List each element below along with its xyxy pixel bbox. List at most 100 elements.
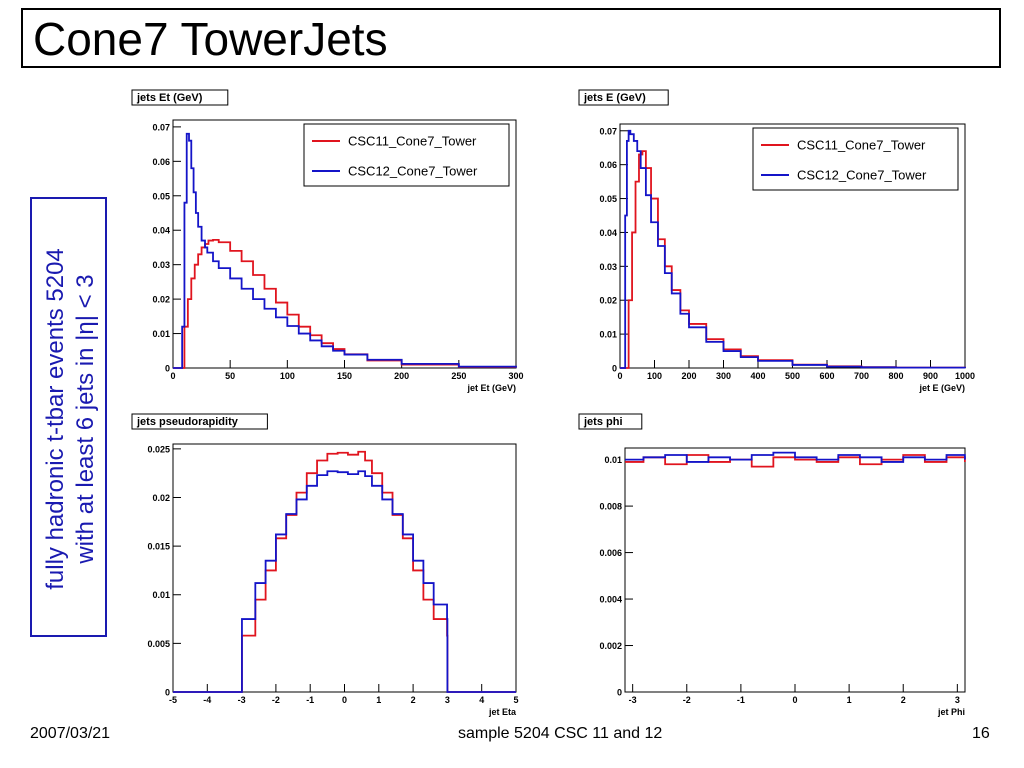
y-tick-label: 0.01 [604, 455, 622, 465]
x-tick-label: -2 [683, 695, 691, 705]
y-tick-label: 0.02 [152, 295, 170, 305]
chart-jets-et: jets Et (GeV) 0 0.01 0.02 0.03 0.04 0.05 0.06 0.… [131, 89, 524, 393]
chart-title: jets phi [583, 416, 623, 428]
y-tick-label: 0 [165, 364, 170, 374]
series-line-csc12 [173, 132, 517, 369]
x-tick-label: 300 [508, 371, 523, 381]
x-tick-label: 0 [617, 371, 622, 381]
y-tick-label: 0.005 [147, 639, 170, 649]
y-tick-label: 0.002 [599, 641, 622, 651]
legend-box [752, 127, 959, 191]
plot-frame [624, 447, 966, 693]
chart-title: jets Et (GeV) [136, 92, 203, 104]
x-tick-label: -2 [272, 695, 280, 705]
slide-title-box: Cone7 TowerJets [21, 8, 1001, 68]
x-tick-label: 250 [451, 371, 466, 381]
y-tick-label: 0.04 [599, 228, 617, 238]
x-tick-label: 1000 [955, 371, 975, 381]
x-tick-label: 0 [170, 371, 175, 381]
x-tick-label: 3 [955, 695, 960, 705]
series-line-csc12 [173, 470, 516, 693]
side-caption: fully hadronic t-tbar events 5204 with a… [32, 199, 109, 639]
x-tick-label: 5 [513, 695, 518, 705]
chart-title-box [131, 413, 268, 430]
y-tick-label: 0.025 [147, 444, 170, 454]
y-tick-label: 0.05 [599, 194, 617, 204]
x-tick-label: 2 [411, 695, 416, 705]
x-tick-label: 800 [888, 371, 903, 381]
chart-jets-phi: jets phi 0 0.002 0.004 0.006 0.008 0.01 -3 -2 -1 0… [578, 413, 966, 717]
x-tick-label: 200 [394, 371, 409, 381]
slide-title: Cone7 TowerJets [33, 13, 388, 65]
footer-caption: sample 5204 CSC 11 and 12 [458, 725, 663, 742]
plot-frame [172, 443, 517, 693]
y-tick-label: 0 [612, 364, 617, 374]
x-tick-label: -1 [737, 695, 745, 705]
x-tick-label: 0 [342, 695, 347, 705]
y-tick-label: 0.02 [599, 296, 617, 306]
x-axis-label: jet Phi [937, 707, 965, 717]
x-tick-label: 600 [819, 371, 834, 381]
y-tick-label: 0.03 [599, 262, 617, 272]
chart-title: jets E (GeV) [583, 92, 646, 104]
legend-box [303, 123, 510, 187]
y-tick-label: 0 [165, 688, 170, 698]
x-tick-label: 50 [225, 371, 235, 381]
chart-jets-e: jets E (GeV) 0 0.01 0.02 0.03 0.04 0.05 0.06 0.0… [578, 89, 975, 393]
x-tick-label: 1 [376, 695, 381, 705]
series-line-csc11 [173, 450, 516, 693]
x-tick-label: 2 [901, 695, 906, 705]
side-caption-line-1: fully hadronic t-tbar events 5204 [41, 248, 69, 590]
y-tick-label: 0.004 [599, 595, 622, 605]
chart-jets-pseudorapidity: jets pseudorapidity 0 0.005 0.01 0.015 0.02 0.… [131, 413, 519, 717]
x-axis-label: jet E (GeV) [918, 383, 965, 393]
y-tick-label: 0.06 [599, 160, 617, 170]
x-tick-label: -3 [629, 695, 637, 705]
x-tick-label: 4 [479, 695, 484, 705]
y-tick-label: 0.006 [599, 548, 622, 558]
x-tick-label: -5 [169, 695, 177, 705]
legend-entry: CSC12_Cone7_Tower [348, 164, 478, 179]
x-axis-label: jet Et (GeV) [466, 383, 516, 393]
side-caption-box: fully hadronic t-tbar events 5204 with a… [30, 197, 107, 637]
legend-entry: CSC11_Cone7_Tower [348, 134, 477, 149]
x-tick-label: 200 [681, 371, 696, 381]
chart-title-box [578, 89, 669, 106]
x-tick-label: 700 [854, 371, 869, 381]
x-tick-label: 900 [923, 371, 938, 381]
footer-page-number: 16 [972, 725, 990, 742]
y-tick-label: 0.015 [147, 542, 170, 552]
x-tick-label: 100 [280, 371, 295, 381]
x-tick-label: -4 [203, 695, 211, 705]
x-tick-label: 1 [847, 695, 852, 705]
y-tick-label: 0.04 [152, 226, 170, 236]
x-tick-label: 400 [750, 371, 765, 381]
x-tick-label: -3 [238, 695, 246, 705]
y-tick-label: 0.05 [152, 191, 170, 201]
y-tick-label: 0.01 [152, 590, 170, 600]
chart-title-box [131, 89, 229, 106]
x-tick-label: 300 [716, 371, 731, 381]
legend-entry: CSC12_Cone7_Tower [797, 168, 927, 183]
y-tick-label: 0.008 [599, 502, 622, 512]
x-tick-label: 100 [647, 371, 662, 381]
y-tick-label: 0.02 [152, 493, 170, 503]
side-caption-line-2: with at least 6 jets in |η| < 3 [71, 274, 99, 564]
series-line-csc11 [173, 238, 517, 369]
y-tick-label: 0.01 [152, 329, 170, 339]
y-tick-label: 0.01 [599, 330, 617, 340]
x-tick-label: 150 [337, 371, 352, 381]
footer-date: 2007/03/21 [30, 725, 111, 742]
y-tick-label: 0 [617, 688, 622, 698]
x-tick-label: -1 [306, 695, 314, 705]
legend-entry: CSC11_Cone7_Tower [797, 138, 926, 153]
series-line-csc12 [620, 129, 966, 369]
y-tick-label: 0.07 [599, 126, 617, 136]
chart-title-box [578, 413, 643, 430]
y-tick-label: 0.07 [152, 122, 170, 132]
y-tick-label: 0.06 [152, 157, 170, 167]
x-axis-label: jet Eta [488, 707, 517, 717]
x-tick-label: 0 [792, 695, 797, 705]
chart-title: jets pseudorapidity [136, 416, 239, 428]
x-tick-label: 3 [445, 695, 450, 705]
